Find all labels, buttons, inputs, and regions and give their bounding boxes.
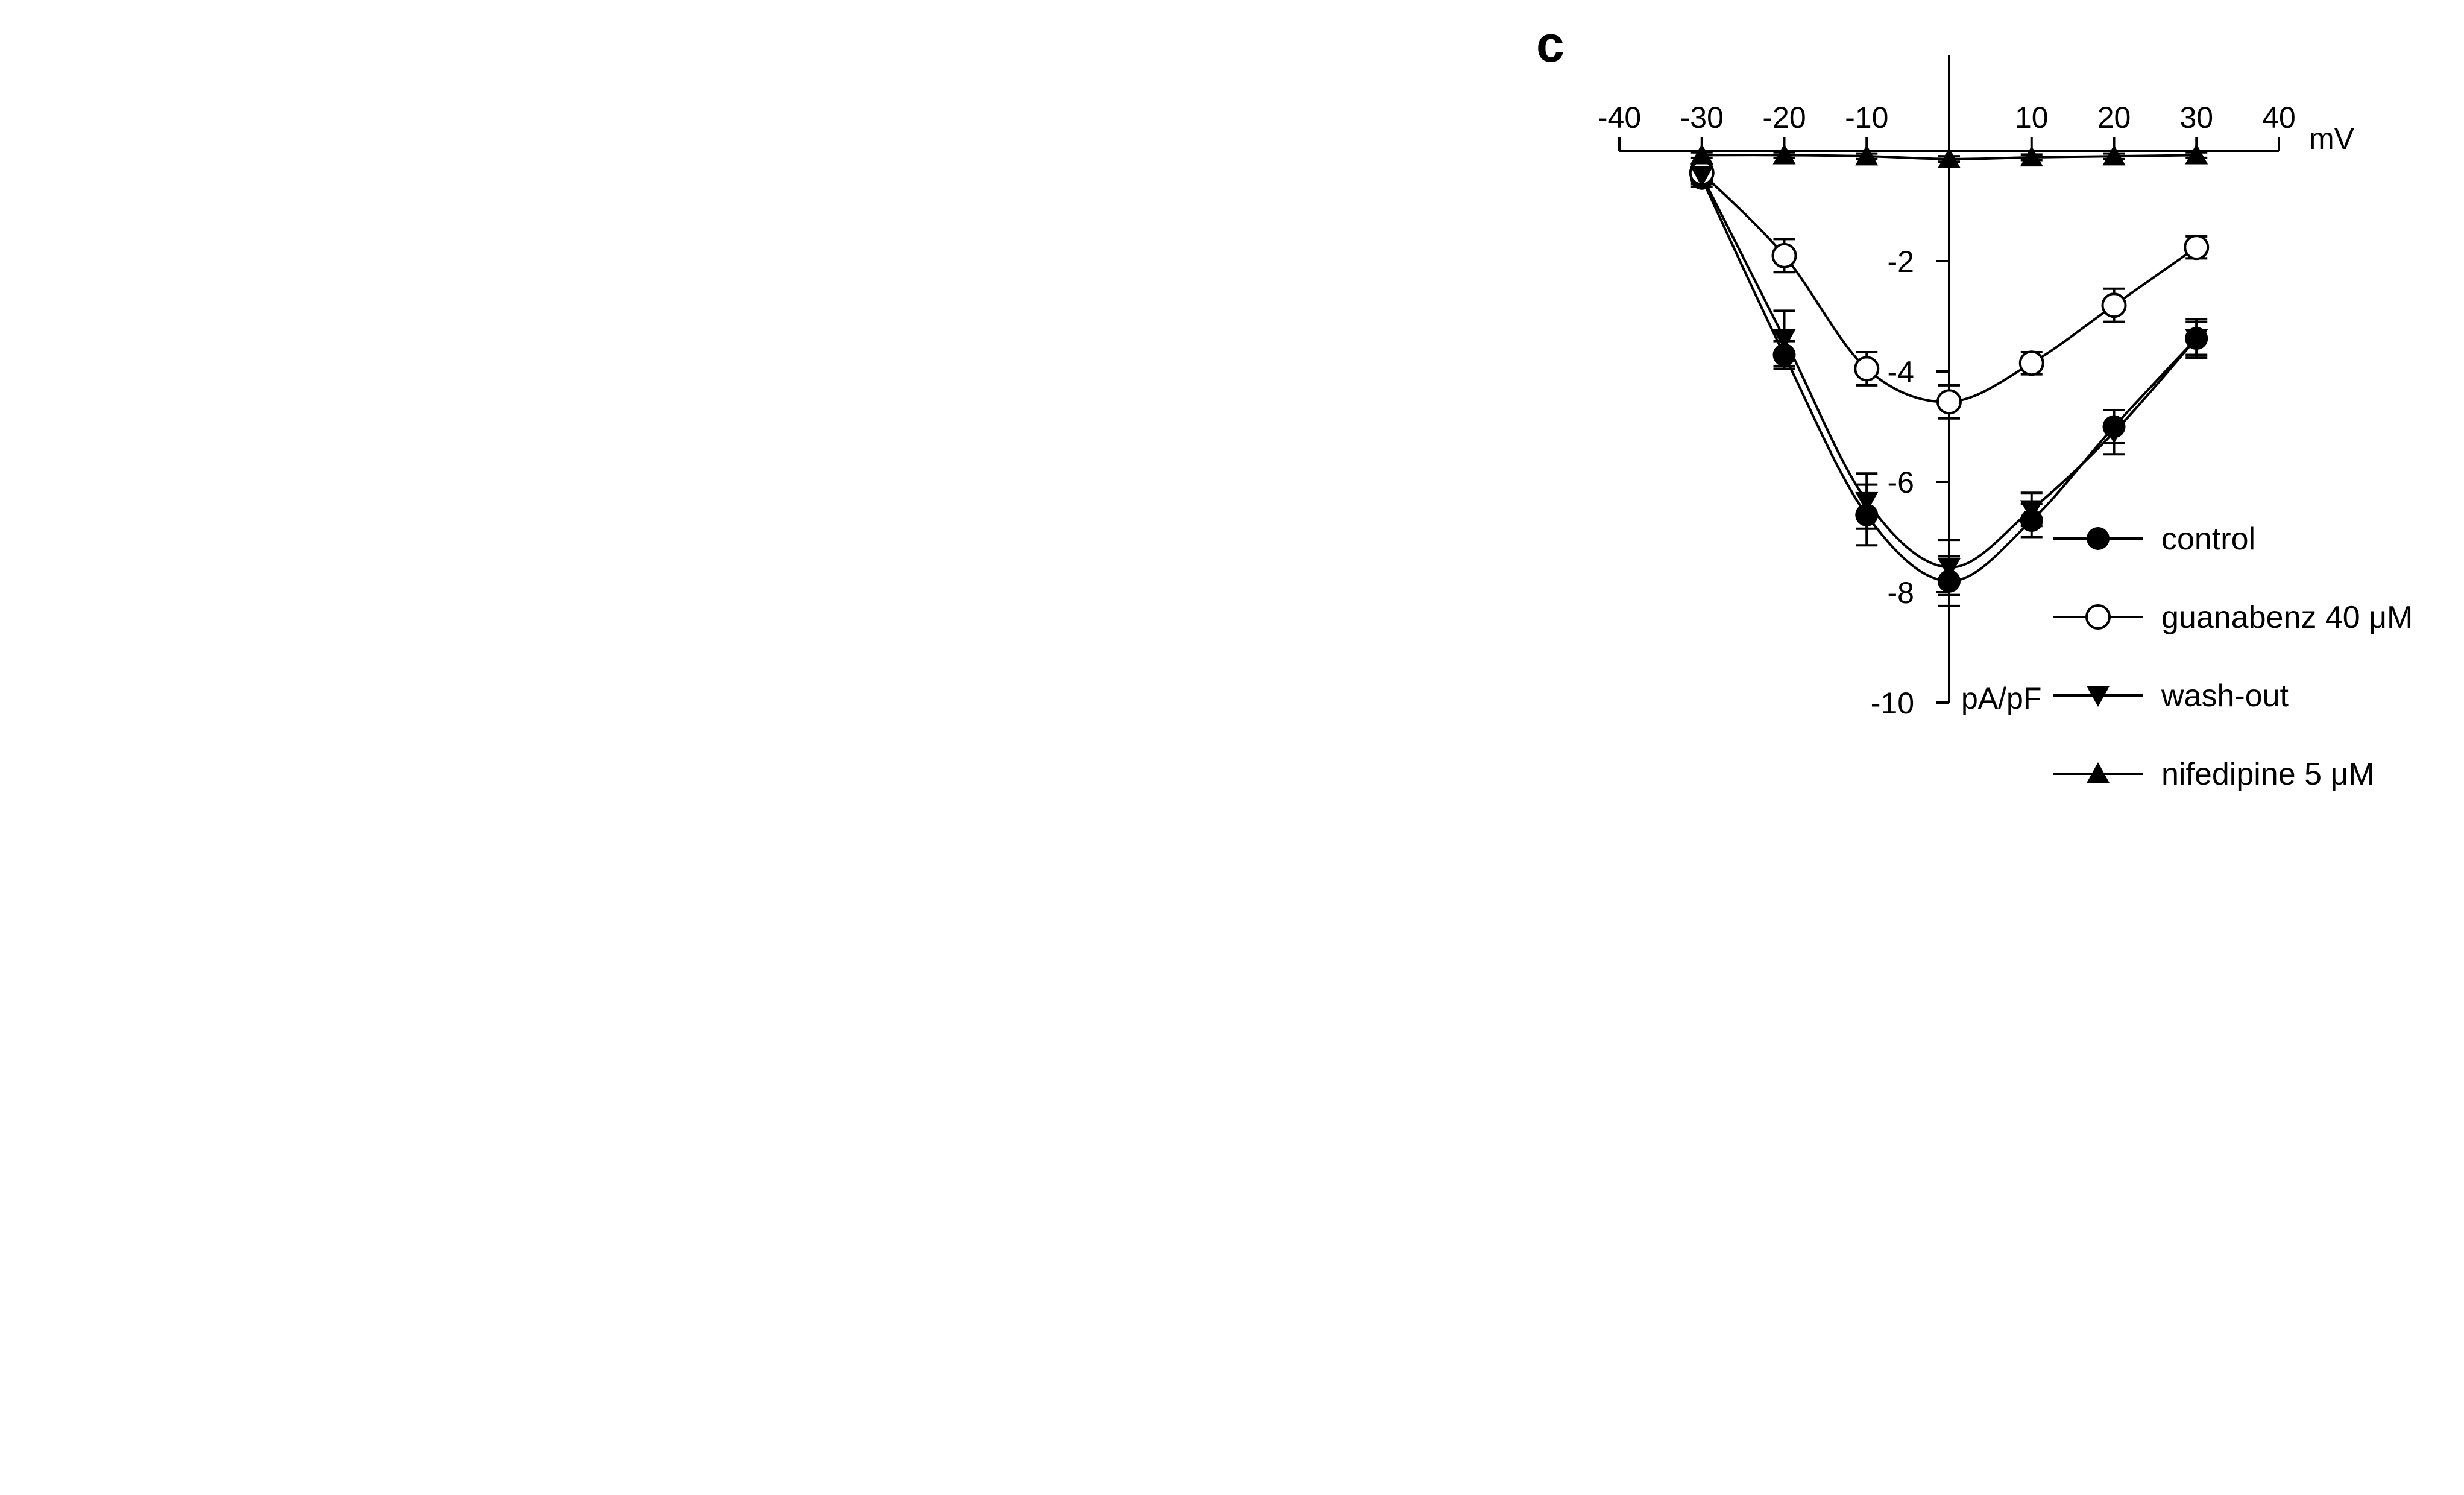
data-point-wash-out bbox=[1772, 329, 1796, 350]
legend-marker-wash-out bbox=[2087, 686, 2110, 707]
x-tick-label: 10 bbox=[2015, 101, 2049, 134]
data-point-nifedipine-5-m bbox=[1772, 144, 1796, 165]
data-point-nifedipine-5-m bbox=[2102, 145, 2126, 166]
x-tick-label: -20 bbox=[1762, 101, 1806, 134]
legend-label: wash-out bbox=[2161, 678, 2289, 713]
y-tick-label: -2 bbox=[1888, 245, 1914, 279]
y-tick-label: -4 bbox=[1888, 355, 1914, 389]
data-point-control bbox=[1855, 503, 1879, 526]
data-point-guanabenz-40-m bbox=[1771, 242, 1797, 268]
data-point-guanabenz-40-m bbox=[1936, 389, 1962, 415]
data-point-guanabenz-40-m bbox=[2101, 292, 2127, 318]
data-point-wash-out bbox=[1938, 558, 1961, 579]
legend-label: control bbox=[2161, 522, 2255, 557]
y-axis-label: pA/pF bbox=[1961, 681, 2041, 715]
data-point-control bbox=[1938, 569, 1961, 593]
data-point-wash-out bbox=[1855, 491, 1879, 513]
data-point-nifedipine-5-m bbox=[2185, 144, 2208, 165]
y-tick-label: -10 bbox=[1871, 686, 1914, 720]
x-tick-label: -40 bbox=[1598, 101, 1641, 134]
y-tick-label: -8 bbox=[1888, 576, 1914, 610]
data-point-guanabenz-40-m bbox=[2184, 235, 2210, 261]
data-point-guanabenz-40-m bbox=[2018, 350, 2044, 376]
data-point-nifedipine-5-m bbox=[1855, 145, 1879, 166]
panel-label: c bbox=[1536, 16, 1564, 72]
data-point-wash-out bbox=[1690, 166, 1713, 188]
data-point-nifedipine-5-m bbox=[2020, 145, 2043, 167]
data-point-nifedipine-5-m bbox=[1938, 147, 1961, 168]
data-point-control bbox=[1772, 343, 1796, 367]
y-tick-label: -6 bbox=[1888, 466, 1914, 499]
x-axis-label: mV bbox=[2309, 122, 2355, 156]
legend-marker-guanabenz-40-m bbox=[2085, 604, 2111, 630]
legend-label: nifedipine 5 μM bbox=[2161, 757, 2375, 792]
x-tick-label: 40 bbox=[2262, 101, 2296, 134]
data-point-wash-out bbox=[2102, 423, 2126, 444]
legend-marker-nifedipine-5-m bbox=[2087, 762, 2110, 783]
data-point-guanabenz-40-m bbox=[1854, 356, 1880, 382]
x-tick-label: 30 bbox=[2179, 101, 2213, 134]
x-tick-label: 20 bbox=[2097, 101, 2131, 134]
x-tick-label: -30 bbox=[1680, 101, 1724, 134]
data-point-wash-out bbox=[2020, 500, 2043, 521]
x-tick-label: -10 bbox=[1845, 101, 1888, 134]
legend-label: guanabenz 40 μM bbox=[2161, 600, 2413, 635]
legend-marker-control bbox=[2087, 527, 2110, 550]
data-point-wash-out bbox=[2185, 329, 2208, 350]
data-point-nifedipine-5-m bbox=[1690, 144, 1713, 165]
